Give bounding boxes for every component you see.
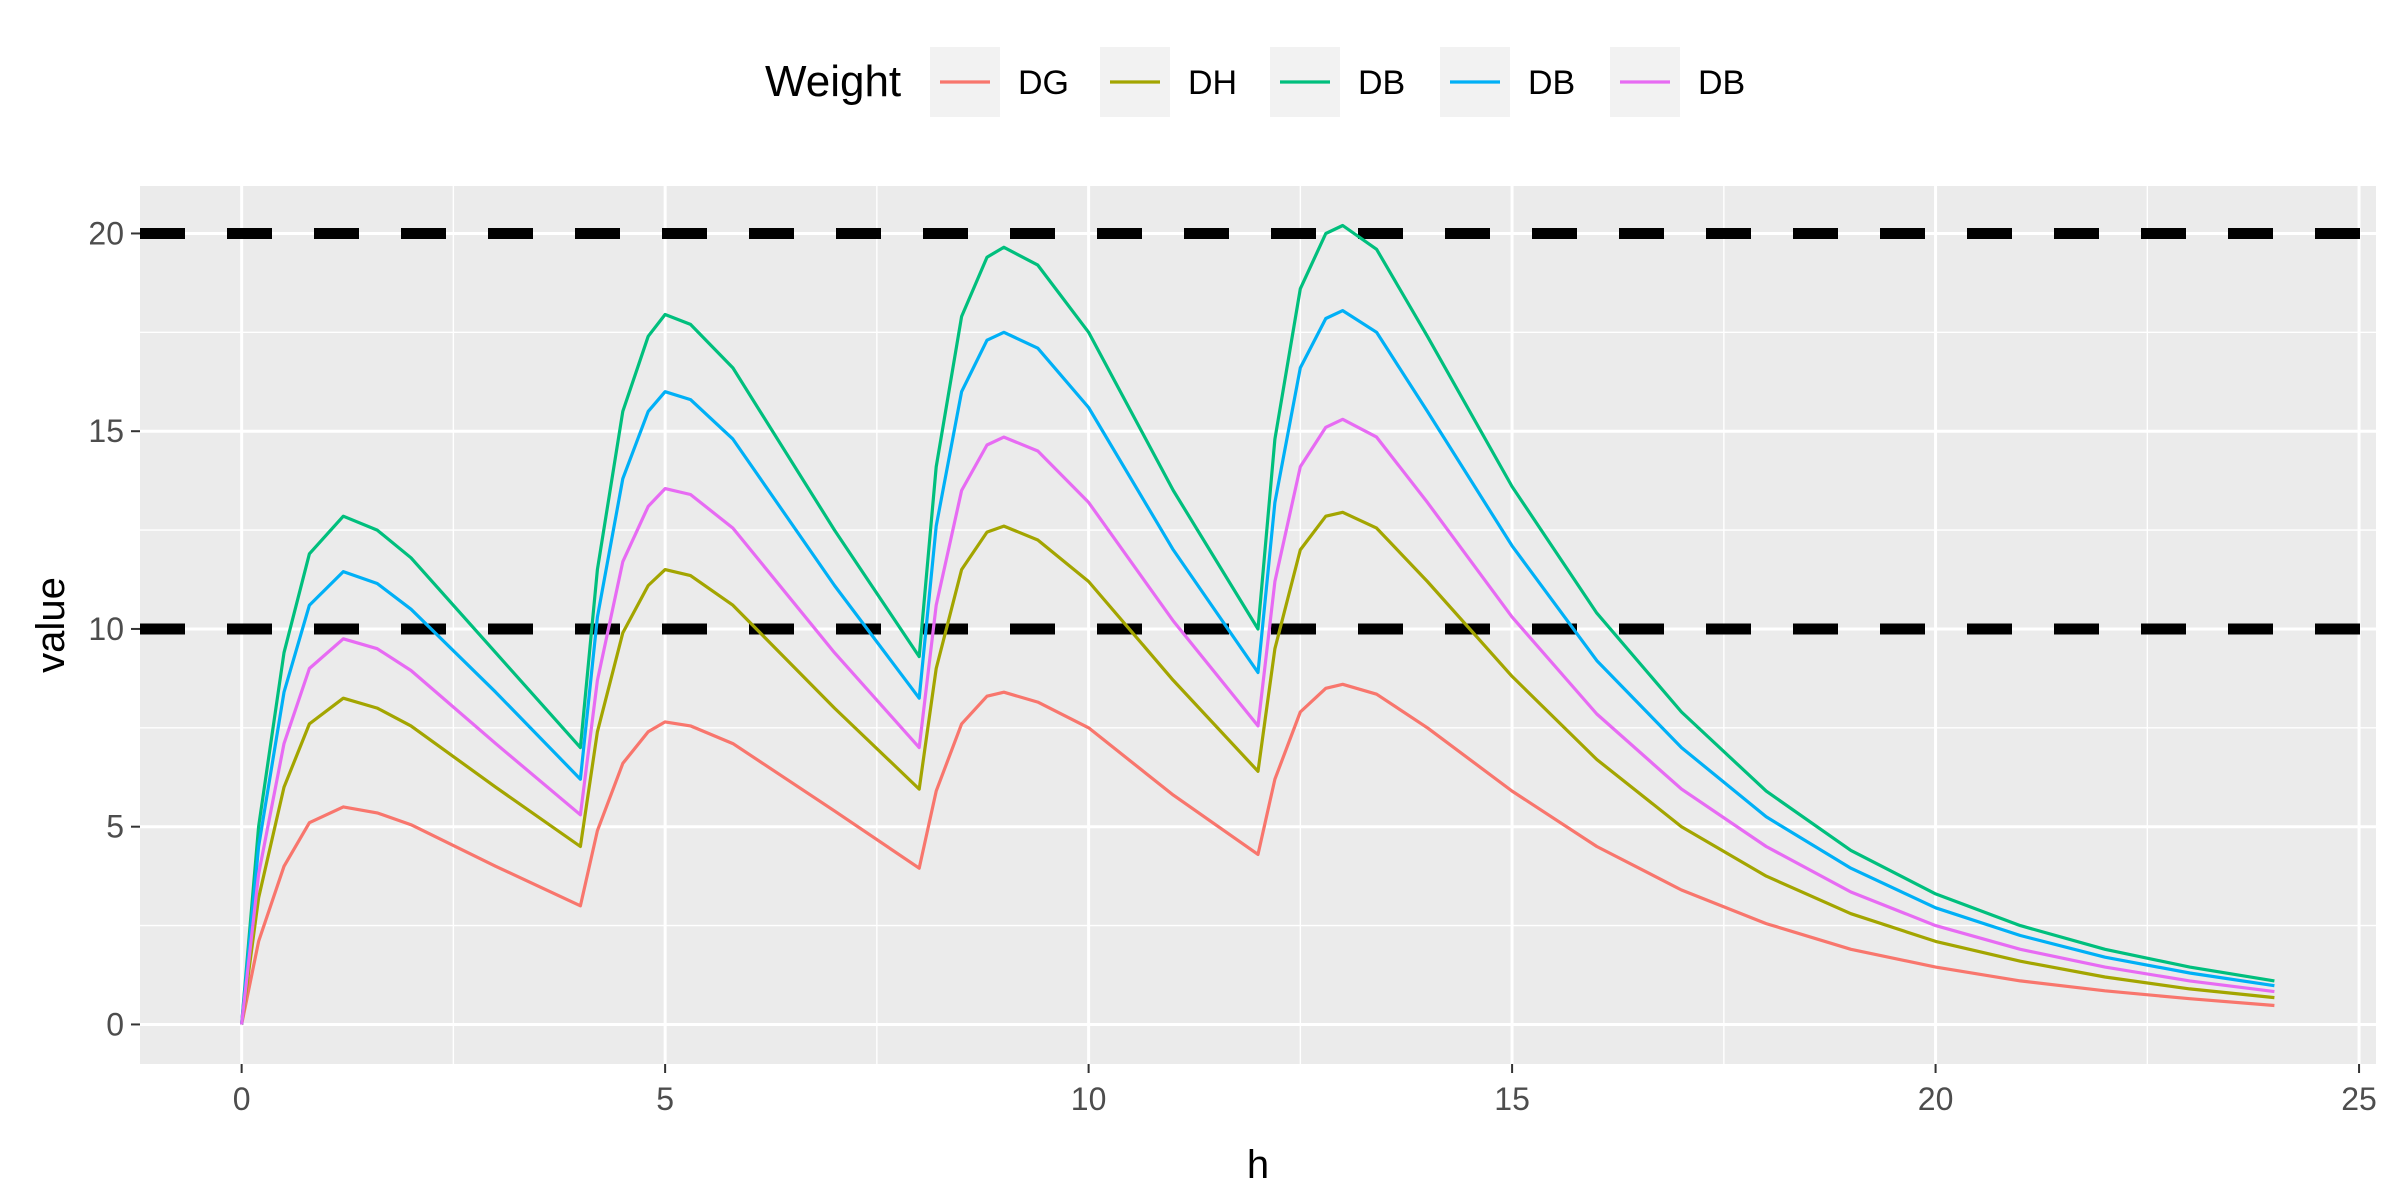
legend-item: DG <box>930 47 1069 117</box>
y-tick-label: 15 <box>88 413 124 449</box>
legend: Weight DG DH DB DB DB <box>765 47 1745 117</box>
x-tick-label: 15 <box>1494 1081 1530 1117</box>
x-tick-label: 20 <box>1918 1081 1954 1117</box>
legend-label: DG <box>1018 64 1069 102</box>
x-axis-title: h <box>1247 1143 1269 1187</box>
y-tick-label: 10 <box>88 611 124 647</box>
legend-item: DH <box>1100 47 1237 117</box>
x-tick-label: 5 <box>656 1081 674 1117</box>
x-tick-label: 25 <box>2341 1081 2377 1117</box>
y-tick-label: 0 <box>106 1006 124 1042</box>
x-tick-label: 0 <box>233 1081 251 1117</box>
legend-label: DB <box>1358 64 1405 102</box>
series-line <box>240 417 2275 1025</box>
legend-label: DH <box>1188 64 1237 102</box>
y-axis-title: value <box>29 577 73 673</box>
y-tick-label: 5 <box>106 809 124 845</box>
legend-item: DB <box>1440 47 1575 117</box>
legend-title: Weight <box>765 57 901 106</box>
series-line <box>240 223 2275 1025</box>
x-tick-label: 10 <box>1071 1081 1107 1117</box>
legend-label: DB <box>1528 64 1575 102</box>
y-tick-label: 20 <box>88 215 124 251</box>
series-line <box>240 309 2275 1025</box>
legend-item: DB <box>1270 47 1405 117</box>
series-line <box>240 682 2275 1025</box>
series-line <box>240 510 2275 1025</box>
legend-label: DB <box>1698 64 1745 102</box>
legend-item: DB <box>1610 47 1745 117</box>
